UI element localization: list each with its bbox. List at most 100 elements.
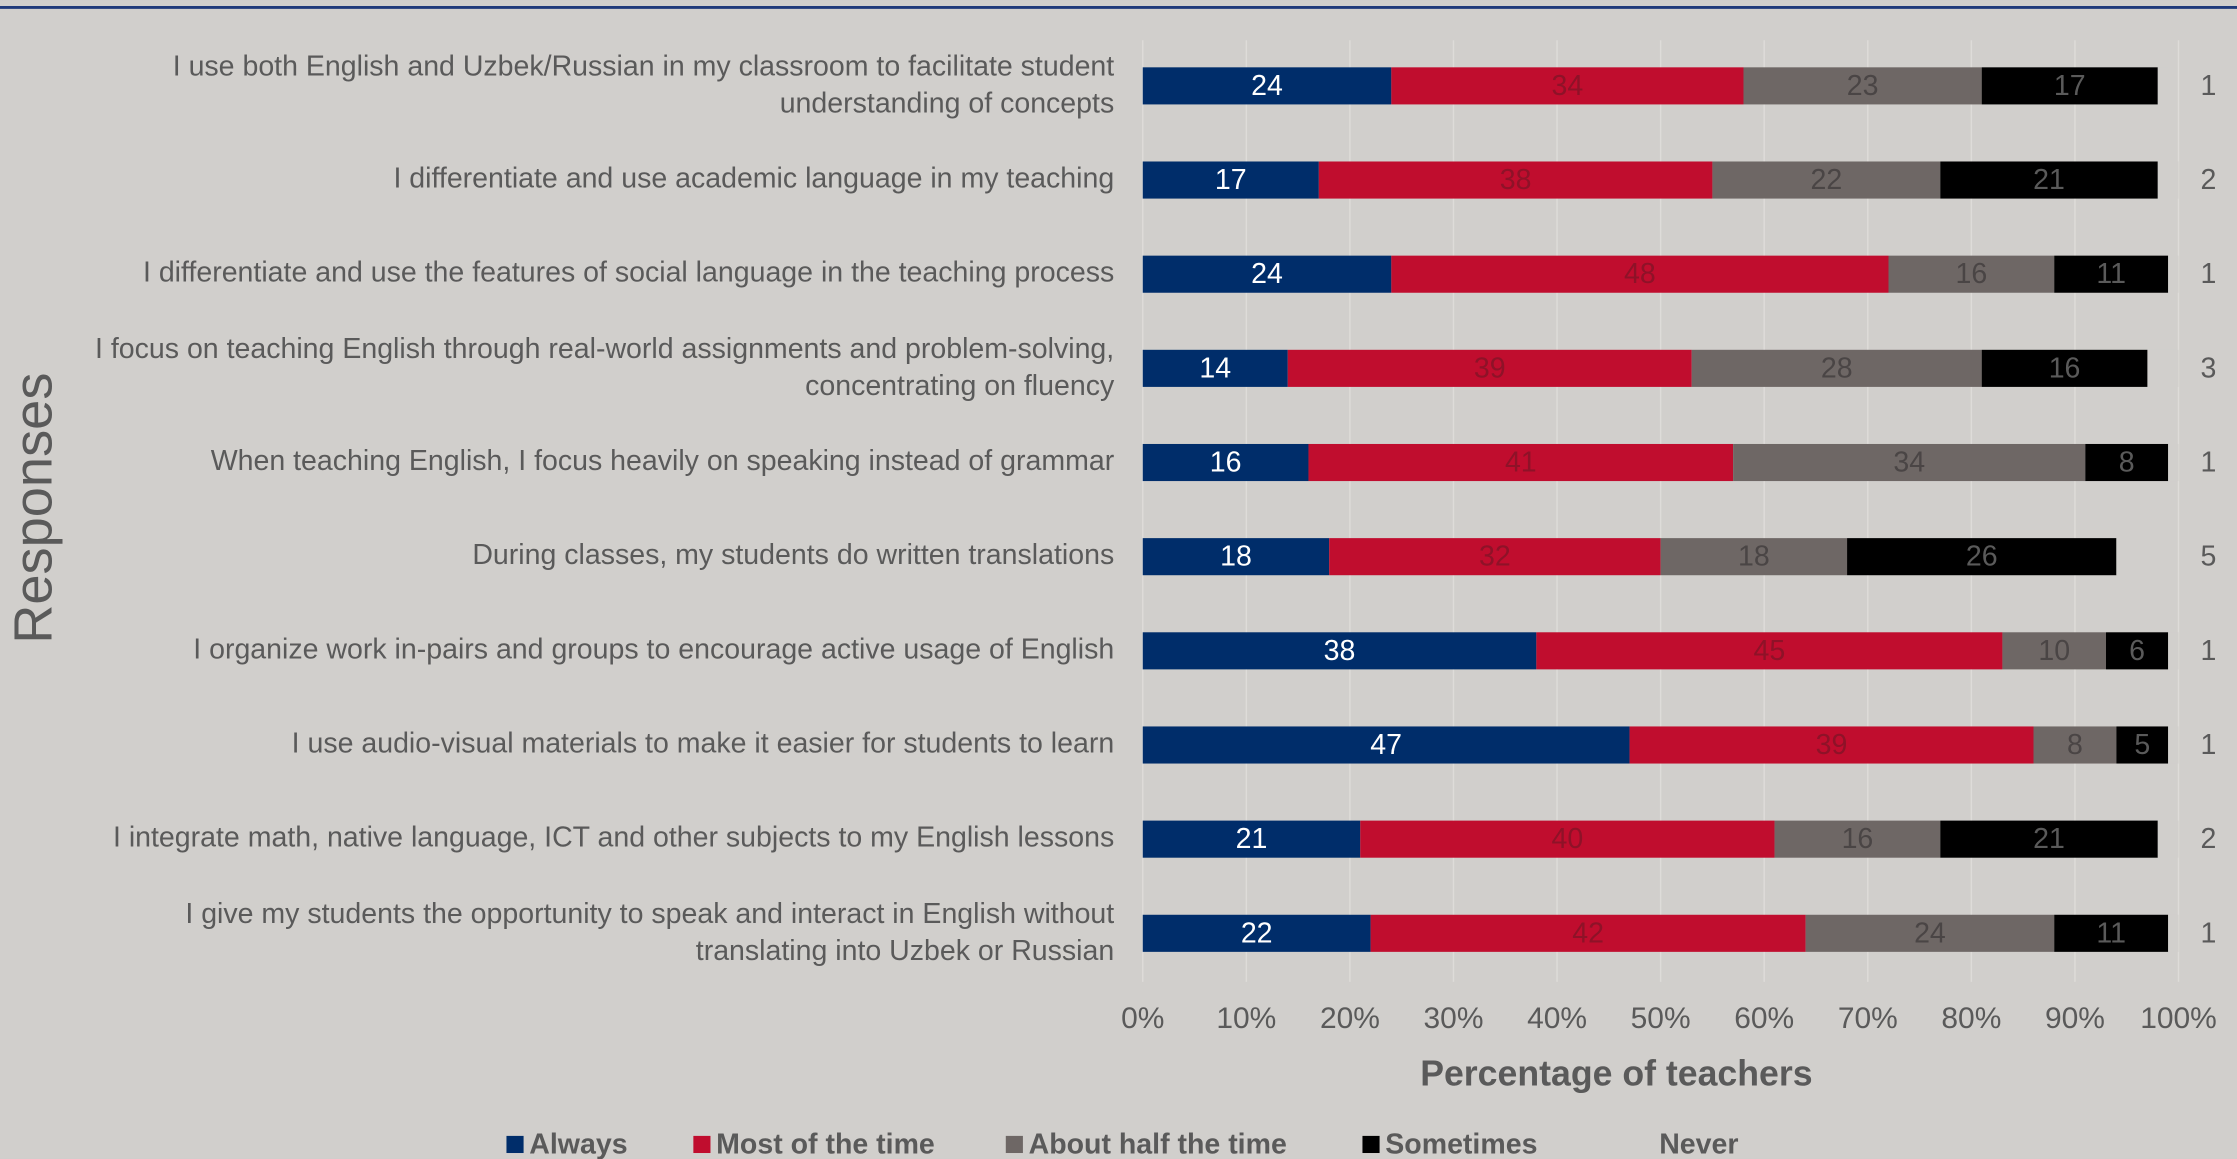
data-label: 22 — [1241, 917, 1273, 949]
data-label: 5 — [2134, 729, 2150, 761]
category-label: I give my students the opportunity to sp… — [185, 897, 1114, 966]
data-label: 1 — [2201, 446, 2217, 478]
data-label: 21 — [2033, 164, 2065, 196]
bar-segment — [1712, 161, 1941, 199]
data-label: 16 — [2049, 352, 2081, 384]
bar-segment — [1142, 67, 1392, 105]
bar-segment — [1308, 443, 1734, 482]
category-label: When teaching English, I focus heavily o… — [211, 445, 1115, 477]
bar-segment — [2168, 443, 2179, 482]
bar-segment — [2157, 820, 2179, 858]
bar-segment — [1142, 726, 1630, 764]
data-label: 16 — [1842, 823, 1874, 855]
bar-segment — [1287, 349, 1692, 387]
bar-segment — [2116, 538, 2169, 576]
bar-segment — [2168, 726, 2179, 764]
data-label: 34 — [1893, 446, 1925, 478]
category-label: I use audio-visual materials to make it … — [292, 728, 1115, 760]
bar-segment — [1142, 349, 1288, 387]
data-label: 39 — [1816, 729, 1848, 761]
bar-segment — [1318, 161, 1713, 199]
bar-segment — [2168, 632, 2179, 670]
bar-segment — [1774, 820, 1941, 858]
data-label: 10 — [2038, 635, 2070, 667]
x-tick-label: 10% — [1216, 1002, 1276, 1035]
data-label: 6 — [2129, 635, 2145, 667]
data-label: 17 — [2054, 70, 2086, 102]
data-label: 47 — [1370, 729, 1402, 761]
data-label: 24 — [1914, 917, 1946, 949]
bar-segment — [1940, 820, 2158, 858]
data-label: 1 — [2201, 635, 2217, 667]
bar-segment — [1805, 914, 2055, 952]
bar-segment — [1691, 349, 1982, 387]
category-label: During classes, my students do written t… — [472, 539, 1114, 571]
bar-segment — [1981, 349, 2148, 387]
bar-segment — [1660, 538, 1848, 576]
bar-segment — [2168, 255, 2179, 293]
data-label: 28 — [1821, 352, 1853, 384]
data-label: 2 — [2201, 823, 2217, 855]
x-tick-label: 100% — [2140, 1002, 2217, 1035]
data-label: 24 — [1251, 70, 1283, 102]
bar-segment — [2085, 443, 2169, 482]
data-label: 42 — [1572, 917, 1604, 949]
bar-segment — [2116, 726, 2169, 764]
data-label: 1 — [2201, 258, 2217, 290]
bar-segment — [1536, 632, 2003, 670]
bar-segment — [2147, 349, 2179, 387]
data-label: 1 — [2201, 70, 2217, 102]
x-tick-label: 30% — [1424, 1002, 1484, 1035]
data-label: 16 — [1955, 258, 1987, 290]
bar-segment — [1888, 255, 2055, 293]
bar-segment — [1981, 67, 2158, 105]
data-label: 48 — [1624, 258, 1656, 290]
bar-segment — [2054, 914, 2169, 952]
data-label: 34 — [1552, 70, 1584, 102]
data-label: 14 — [1199, 352, 1231, 384]
data-label: 5 — [2201, 541, 2217, 573]
bar-segment — [1940, 161, 2158, 199]
bar-segment — [1733, 443, 2086, 482]
x-tick-label: 50% — [1631, 1002, 1691, 1035]
data-label: 8 — [2067, 729, 2083, 761]
bar-segment — [1142, 914, 1371, 952]
data-label: 41 — [1505, 446, 1537, 478]
data-label: 1 — [2201, 917, 2217, 949]
data-label: 11 — [2096, 917, 2126, 949]
bar-segment — [1391, 255, 1889, 293]
bar-segment — [1142, 443, 1309, 482]
legend-label: Most of the time — [716, 1128, 935, 1159]
bar-segment — [2033, 726, 2117, 764]
bar-segment — [2157, 67, 2169, 105]
legend-marker — [1005, 1135, 1023, 1154]
bar-segment — [1142, 632, 1537, 670]
data-label: 40 — [1552, 823, 1584, 855]
data-label: 22 — [1810, 164, 1842, 196]
legend-label: Always — [529, 1128, 627, 1159]
data-label: 18 — [1220, 541, 1252, 573]
data-label: 16 — [1210, 446, 1242, 478]
bar-segment — [1629, 726, 2034, 764]
x-tick-label: 70% — [1838, 1002, 1898, 1035]
data-label: 1 — [2201, 729, 2217, 761]
data-label: 24 — [1251, 258, 1283, 290]
data-label: 3 — [2201, 352, 2217, 384]
bar-segment — [1360, 820, 1775, 858]
data-label: 2 — [2201, 164, 2217, 196]
x-tick-label: 0% — [1121, 1002, 1164, 1035]
data-label: 39 — [1474, 352, 1506, 384]
x-tick-label: 90% — [2045, 1002, 2105, 1035]
category-label: I differentiate and use the features of … — [143, 257, 1114, 289]
x-tick-label: 20% — [1320, 1002, 1380, 1035]
data-label: 18 — [1738, 541, 1770, 573]
legend-label: Never — [1659, 1128, 1738, 1159]
category-label: I integrate math, native language, ICT a… — [113, 822, 1114, 854]
bar-segment — [1142, 161, 1319, 199]
bar-segment — [1847, 538, 2117, 576]
data-label: 32 — [1479, 541, 1511, 573]
x-axis-title: Percentage of teachers — [1420, 1053, 1812, 1093]
bar-segment — [1391, 67, 1744, 105]
category-label: I use both English and Uzbek/Russian in … — [173, 50, 1115, 119]
